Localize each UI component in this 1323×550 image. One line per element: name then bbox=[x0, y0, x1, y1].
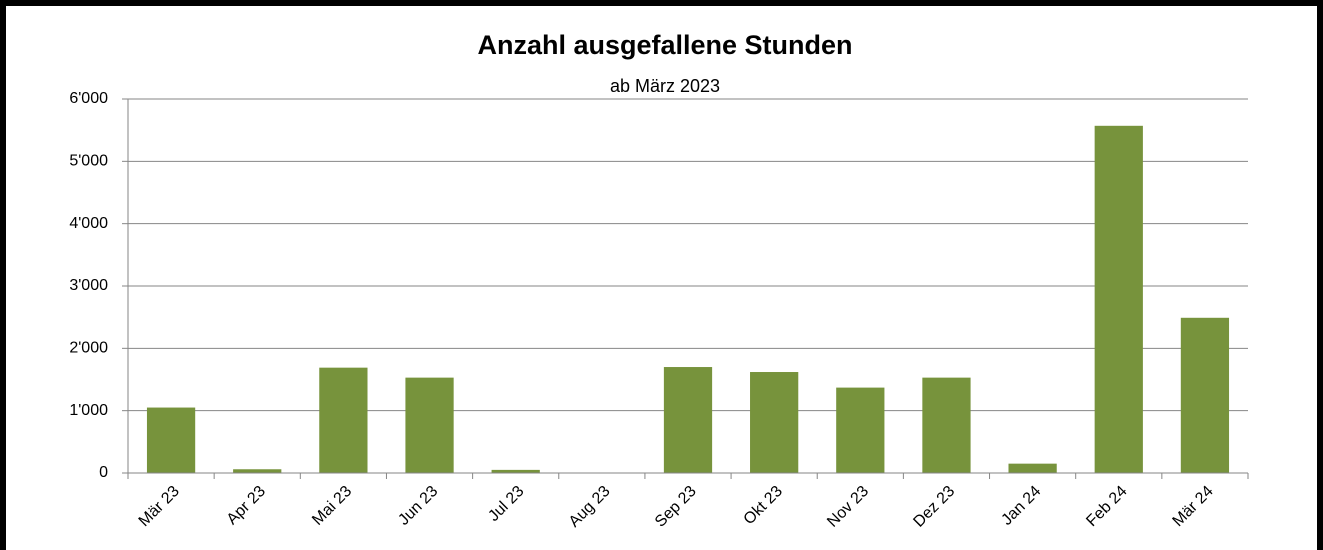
chart-subtitle: ab März 2023 bbox=[610, 76, 720, 96]
bar bbox=[750, 372, 799, 473]
bar bbox=[1094, 125, 1143, 473]
bar bbox=[922, 377, 971, 473]
bar bbox=[491, 469, 540, 473]
y-tick-label: 3'000 bbox=[69, 277, 108, 294]
y-tick-label: 0 bbox=[99, 464, 108, 481]
y-tick-label: 2'000 bbox=[69, 340, 108, 357]
bar bbox=[319, 367, 368, 473]
y-tick-label: 1'000 bbox=[69, 402, 108, 419]
y-tick-label: 6'000 bbox=[69, 90, 108, 107]
bar bbox=[405, 377, 454, 473]
y-tick-label: 5'000 bbox=[69, 153, 108, 170]
y-tick-label: 4'000 bbox=[69, 215, 108, 232]
bar bbox=[233, 469, 282, 473]
bar bbox=[146, 407, 196, 473]
bar bbox=[1008, 463, 1057, 473]
bar bbox=[836, 387, 885, 473]
bar bbox=[1180, 317, 1230, 473]
chart-title: Anzahl ausgefallene Stunden bbox=[477, 30, 852, 60]
bar bbox=[663, 367, 713, 473]
